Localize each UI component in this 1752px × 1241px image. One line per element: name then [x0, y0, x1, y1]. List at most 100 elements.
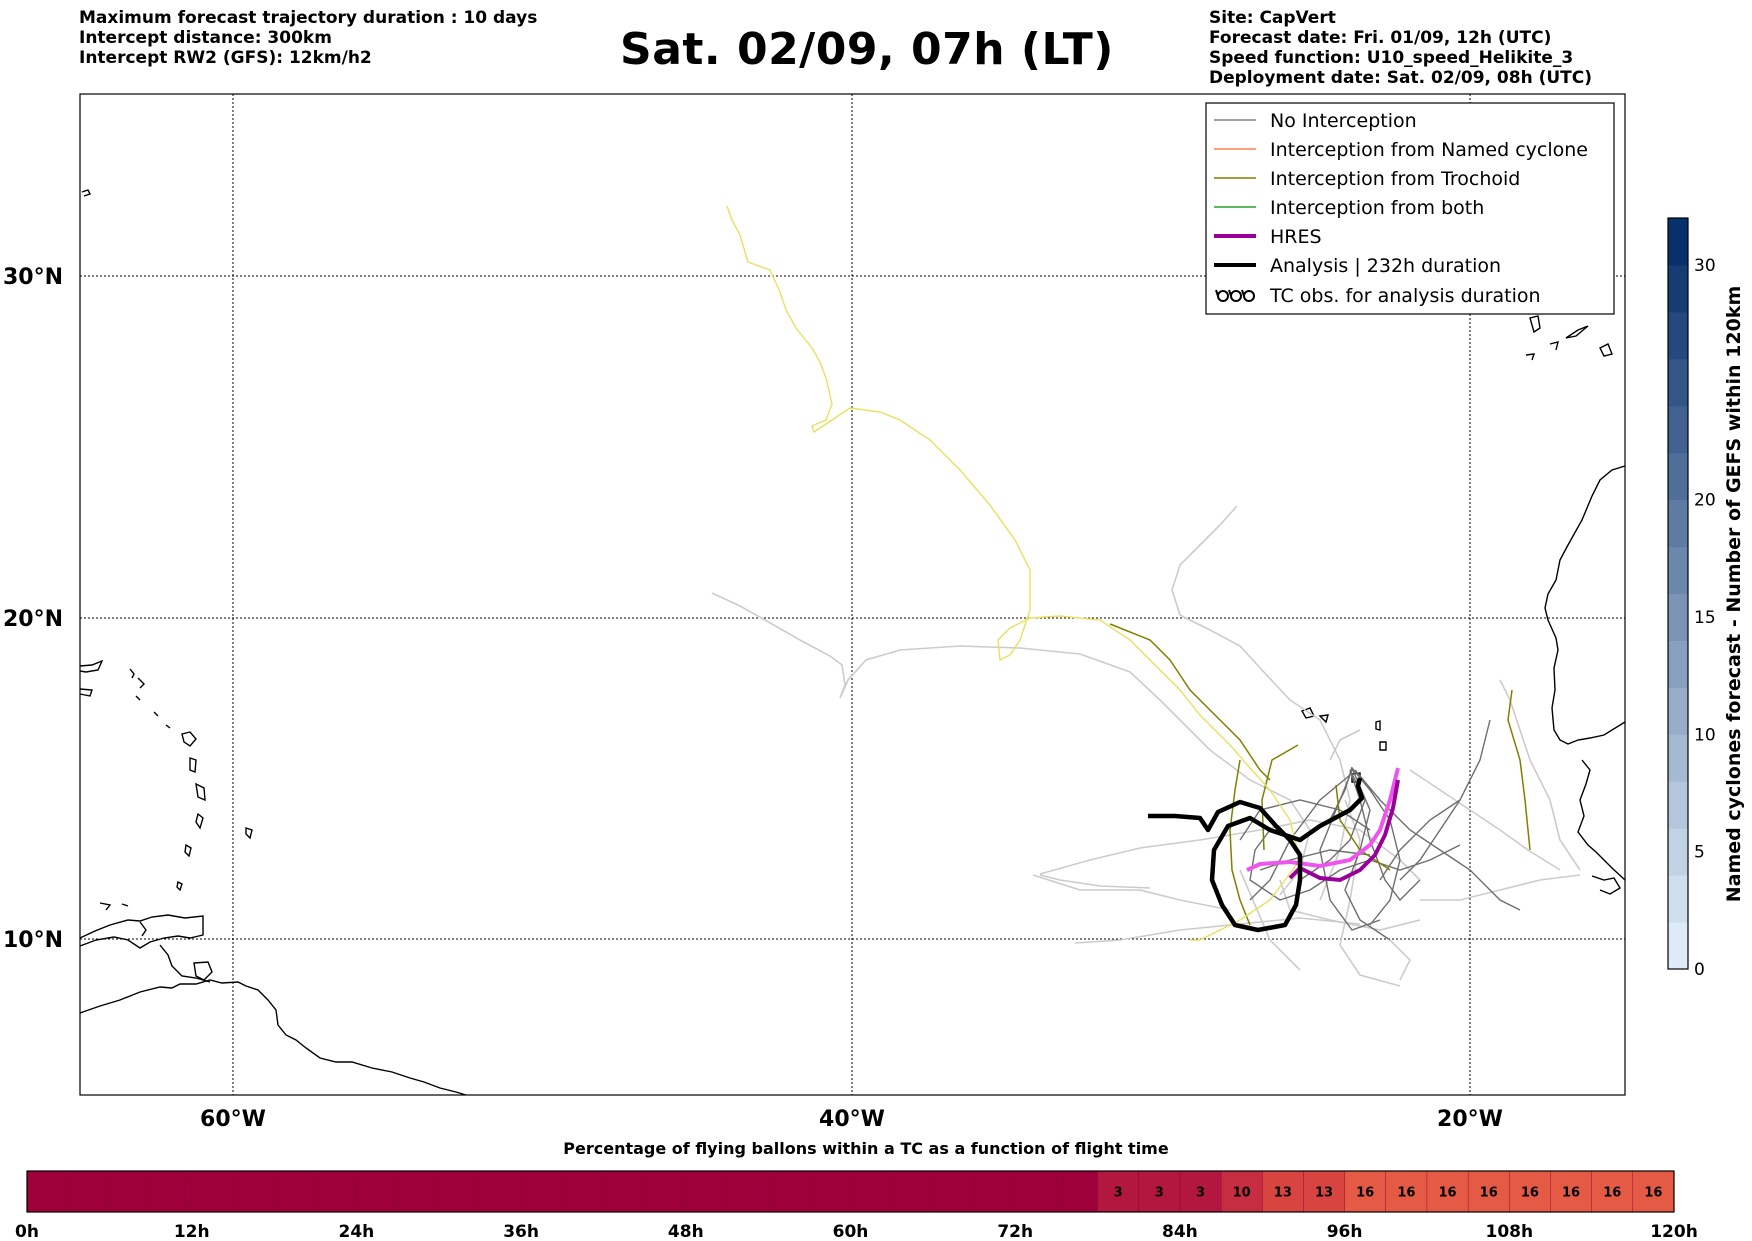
- colorbar-bottom-cell: [1591, 1170, 1634, 1213]
- island-grenada: [176, 880, 183, 892]
- hbar-tick-108h: 108h: [1486, 1222, 1534, 1241]
- trajectories-dark: [1239, 719, 1521, 941]
- legend-box: [1205, 102, 1615, 315]
- colorbar-bottom-cell-label: 16: [1356, 1186, 1374, 1201]
- forecast-date-text: Forecast date: Fri. 01/09, 12h (UTC): [1209, 28, 1552, 48]
- cbar-tick-20: 20: [1694, 491, 1716, 511]
- colorbar-bottom-cell: [191, 1170, 234, 1213]
- hbar-tick-60h: 60h: [833, 1222, 869, 1241]
- lat-label-30n: 30°N: [3, 265, 63, 290]
- hbar-tick-84h: 84h: [1162, 1222, 1198, 1241]
- lon-label-40w: 40°W: [819, 1107, 885, 1132]
- island-small-3: [137, 677, 145, 689]
- island-dominica: [189, 757, 197, 774]
- colorbar-bottom-cell-label: 16: [1438, 1186, 1456, 1201]
- island-sao-vicente: [1318, 714, 1329, 724]
- max-duration-text: Maximum forecast trajectory duration : 1…: [79, 8, 538, 28]
- colorbar-bottom-cell: [562, 1170, 604, 1213]
- map-frame: [79, 93, 1626, 1096]
- lon-label-60w: 60°W: [200, 1107, 266, 1132]
- colorbar-bottom-cell: [438, 1170, 481, 1213]
- legend-label-trochoid: Interception from Trochoid: [1270, 168, 1520, 190]
- colorbar-vertical-ticks: 0 5 10 15 20 30: [1694, 256, 1716, 980]
- colorbar-bottom-cell: [26, 1170, 69, 1213]
- coast-south-america: [79, 979, 467, 1096]
- legend-label-hres: HRES: [1270, 226, 1322, 248]
- colorbar-bottom-cell: [603, 1170, 646, 1213]
- traj-light-3: [1039, 819, 1421, 881]
- traj-light-5: [1074, 917, 1361, 944]
- colorbar-bottom-cell: [726, 1170, 769, 1213]
- island-guadeloupe: [181, 731, 197, 747]
- colorbar-vertical-cell: [1668, 640, 1688, 688]
- colorbar-bottom-cell: [932, 1170, 975, 1213]
- hbar-tick-0h: 0h: [15, 1222, 39, 1241]
- intercept-rw2-text: Intercept RW2 (GFS): 12km/h2: [79, 48, 372, 68]
- legend-label-analysis: Analysis | 232h duration: [1270, 255, 1501, 277]
- traj-troch-5: [1507, 689, 1531, 851]
- colorbar-bottom-cell: [520, 1170, 563, 1213]
- traj-hres: [1288, 779, 1400, 883]
- coast-venezuela: [79, 914, 204, 949]
- deployment-date-text: Deployment date: Sat. 02/09, 08h (UTC): [1209, 68, 1593, 88]
- colorbar-bottom-cell: [273, 1170, 316, 1213]
- coast-africa: [1544, 465, 1626, 745]
- colorbar-bottom-cell: [809, 1170, 852, 1213]
- traj-dark-3: [1351, 767, 1401, 926]
- colorbar-bottom-cell: [1303, 1170, 1346, 1213]
- island-st-lucia: [195, 812, 204, 830]
- colorbar-bottom-cell: [1550, 1170, 1593, 1213]
- traj-dark-2: [1349, 769, 1421, 902]
- colorbar-vertical-cell: [1668, 734, 1688, 782]
- colorbar-bottom-cell: [973, 1170, 1016, 1213]
- island-sal: [1375, 720, 1381, 731]
- colorbar-bottom-cell: [1426, 1170, 1469, 1213]
- hbar-tick-24h: 24h: [339, 1222, 375, 1241]
- colorbar-vertical-cell: [1668, 828, 1688, 876]
- traj-light-14: [1239, 869, 1301, 971]
- colorbar-bottom-cell: [67, 1170, 110, 1213]
- page-title: Sat. 02/09, 07h (LT): [620, 24, 1114, 75]
- header-right: Site: CapVert Forecast date: Fri. 01/09,…: [1209, 8, 1592, 88]
- traj-dark-9: [1399, 719, 1491, 881]
- colorbar-vertical-cell: [1668, 264, 1688, 313]
- colorbar-bottom-cell-label: 13: [1315, 1186, 1333, 1201]
- island-martinique: [195, 782, 206, 802]
- lat-label-20n: 20°N: [3, 607, 63, 632]
- colorbar-vertical-cell: [1668, 687, 1688, 735]
- colorbar-bottom-cell: [1097, 1170, 1140, 1213]
- island-barbados: [245, 827, 253, 840]
- trajectory-hres: [1246, 767, 1400, 883]
- colorbar-bottom-cell: [891, 1170, 934, 1213]
- colorbar-bottom-cell: [315, 1170, 357, 1213]
- island-la-palma: [1525, 353, 1536, 361]
- colorbar-vertical-cell: [1668, 358, 1688, 407]
- island-fuerteventura: [1565, 325, 1589, 339]
- colorbar-bottom-cell-label: 3: [1196, 1186, 1205, 1201]
- colorbar-vertical-cell: [1668, 311, 1688, 360]
- lat-labels: 30°N 20°N 10°N: [3, 265, 63, 953]
- colorbar-bottom: Percentage of flying ballons within a TC…: [15, 1139, 1698, 1241]
- traj-light-11: [1420, 874, 1581, 901]
- colorbar-vertical-cell: [1668, 405, 1688, 454]
- island-curacao: [121, 903, 129, 907]
- colorbar-bottom-ticks: 0h 12h 24h 36h 48h 60h 72h 84h 96h 108h …: [15, 1222, 1698, 1241]
- traj-light-9: [1409, 769, 1561, 871]
- coast-orinoco: [159, 944, 211, 983]
- coast-west-africa-south: [1577, 759, 1626, 881]
- colorbar-bottom-cell: [850, 1170, 893, 1213]
- colorbar-vertical: 0 5 10 15 20 30 Named cyclones forecast …: [1667, 217, 1745, 980]
- traj-dark-10: [1379, 799, 1461, 881]
- island-small-4: [135, 695, 141, 701]
- hbar-tick-48h: 48h: [668, 1222, 704, 1241]
- colorbar-bottom-cell-label: 16: [1397, 1186, 1415, 1201]
- traj-light-1: [711, 592, 1311, 896]
- island-bermuda: [81, 189, 91, 197]
- legend-label-tc-obs: TC obs. for analysis duration: [1269, 285, 1541, 307]
- colorbar-bottom-cell: [232, 1170, 275, 1213]
- colorbar-bottom-cell: [150, 1170, 193, 1213]
- island-trinidad: [193, 961, 213, 981]
- colorbar-vertical-cell: [1668, 499, 1688, 548]
- colorbar-bottom-cell: [644, 1170, 687, 1213]
- legend-label-both: Interception from both: [1270, 197, 1484, 219]
